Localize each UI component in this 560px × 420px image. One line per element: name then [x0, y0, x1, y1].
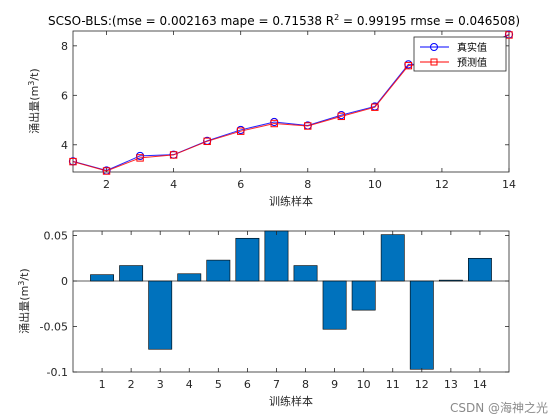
error-bar-7 [264, 230, 289, 282]
top-x-tick-label: 6 [237, 178, 244, 191]
top-y-tick-label: 8 [61, 40, 68, 53]
chart-title: SCSO-BLS:(mse = 0.002163 mape = 0.71538 … [48, 13, 520, 28]
top-y-tick-label: 4 [61, 139, 68, 152]
bottom-x-axis-ticks: 1 2 3 4 5 6 7 8 9 10 11 12 13 14 [99, 231, 487, 391]
error-bar-10 [351, 280, 376, 311]
pred-value-point [371, 103, 379, 111]
error-bar-3 [148, 280, 173, 350]
watermark-text: CSDN @海神之光 [450, 400, 548, 415]
top-x-axis-ticks: 2 4 6 8 10 12 14 [103, 31, 516, 191]
error-bar-13 [438, 279, 463, 282]
bottom-x-tick-label: 3 [157, 378, 164, 391]
top-x-tick-label: 12 [435, 178, 449, 191]
error-bar-14 [468, 257, 492, 282]
top-x-tick-label: 14 [502, 178, 516, 191]
bottom-x-tick-label: 9 [331, 378, 338, 391]
bottom-y-axis-label: 涌出量(m3/t) [17, 268, 31, 333]
legend-marker-pred [430, 58, 438, 66]
error-bar-9 [322, 280, 347, 330]
bottom-x-tick-label: 1 [99, 378, 106, 391]
pred-value-point [304, 122, 312, 130]
pred-value-point [270, 119, 278, 128]
legend-box [413, 36, 507, 72]
error-bar-6 [235, 237, 260, 282]
bottom-y-axis-ticks: 0.05 0 -0.05 -0.1 [40, 230, 509, 379]
bottom-y-tick-label: -0.1 [47, 366, 68, 379]
bars-group [73, 230, 509, 370]
top-line-chart: SCSO-BLS:(mse = 0.002163 mape = 0.71538 … [27, 13, 520, 208]
bottom-x-tick-label: 7 [273, 378, 280, 391]
bottom-y-tick-label: 0 [61, 275, 68, 288]
pred-value-point [69, 157, 77, 166]
legend-marker-true [430, 43, 438, 51]
pred-value-point [136, 154, 144, 162]
pred-value-point [203, 137, 211, 146]
top-x-tick-label: 8 [304, 178, 311, 191]
error-bar-2 [119, 265, 144, 282]
legend-label-pred: 预测值 [457, 56, 487, 69]
top-x-tick-label: 4 [170, 178, 177, 191]
bottom-bar-chart: 1 2 3 4 5 6 7 8 9 10 11 12 13 14 0.050-0.05-0.1 训练样本 … [17, 230, 510, 408]
bottom-x-tick-label: 4 [186, 378, 193, 391]
legend-label-true: 真实值 [457, 41, 487, 54]
pred-value-point [169, 151, 178, 159]
pred-value-point [505, 31, 513, 39]
legend: 真实值 预测值 [413, 36, 507, 72]
bottom-x-tick-label: 10 [357, 378, 371, 391]
bottom-x-tick-label: 11 [386, 378, 400, 391]
top-y-tick-label: 6 [61, 89, 68, 102]
top-x-tick-label: 2 [103, 178, 110, 191]
bottom-x-tick-label: 2 [128, 378, 135, 391]
error-bar-1 [90, 274, 114, 282]
top-y-axis-label: 涌出量(m3/t) [27, 68, 41, 133]
bottom-x-tick-label: 12 [415, 378, 429, 391]
error-bar-4 [177, 273, 202, 282]
pred-value-point [102, 167, 111, 175]
pred-value-point [404, 61, 413, 70]
pred-value-point [236, 127, 245, 135]
bottom-x-tick-label: 14 [473, 378, 487, 391]
bottom-x-tick-label: 8 [302, 378, 309, 391]
bottom-x-axis-label: 训练样本 [269, 394, 313, 408]
top-x-axis-label: 训练样本 [269, 194, 313, 208]
bottom-x-tick-label: 5 [215, 378, 222, 391]
pred-value-point [337, 112, 346, 121]
top-y-axis-ticks: 4 6 8 [61, 40, 509, 152]
bottom-x-tick-label: 13 [444, 378, 458, 391]
error-bar-8 [293, 265, 318, 282]
bottom-plot-area [72, 230, 510, 373]
error-bar-5 [206, 259, 231, 282]
bottom-y-tick-label: -0.05 [40, 321, 68, 334]
error-bar-11 [380, 234, 405, 282]
bottom-x-tick-label: 6 [244, 378, 251, 391]
bottom-y-tick-label: 0.05 [44, 230, 69, 243]
error-bar-12 [409, 280, 434, 370]
top-x-tick-label: 10 [368, 178, 382, 191]
